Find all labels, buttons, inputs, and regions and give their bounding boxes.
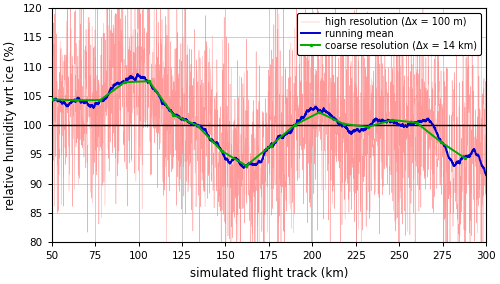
running mean <box>132 77 138 81</box>
coarse resolution (Δx = 14 km) <box>414 121 420 124</box>
X-axis label: simulated flight track (km): simulated flight track (km) <box>190 267 348 280</box>
coarse resolution (Δx = 14 km) <box>340 122 346 126</box>
coarse resolution (Δx = 14 km) <box>292 123 298 127</box>
high resolution (Δx = 100 m) <box>272 66 278 70</box>
coarse resolution (Δx = 14 km) <box>365 125 371 129</box>
high resolution (Δx = 100 m) <box>65 107 71 111</box>
high resolution (Δx = 100 m) <box>483 196 489 199</box>
coarse resolution (Δx = 14 km) <box>170 113 176 116</box>
coarse resolution (Δx = 14 km) <box>73 99 79 102</box>
coarse resolution (Δx = 14 km) <box>219 149 225 153</box>
coarse resolution (Δx = 14 km) <box>98 98 103 102</box>
Y-axis label: relative humidity wrt ice (%): relative humidity wrt ice (%) <box>4 41 17 210</box>
coarse resolution (Δx = 14 km) <box>194 124 200 128</box>
coarse resolution (Δx = 14 km) <box>438 140 444 144</box>
running mean <box>272 141 278 145</box>
high resolution (Δx = 100 m) <box>48 90 54 93</box>
running mean <box>134 75 140 78</box>
running mean <box>90 104 96 107</box>
Line: coarse resolution (Δx = 14 km): coarse resolution (Δx = 14 km) <box>50 80 467 167</box>
coarse resolution (Δx = 14 km) <box>48 98 54 101</box>
coarse resolution (Δx = 14 km) <box>268 144 274 147</box>
coarse resolution (Δx = 14 km) <box>146 80 152 83</box>
running mean <box>134 72 140 76</box>
running mean <box>176 115 182 118</box>
running mean <box>65 105 71 108</box>
Legend: high resolution (Δx = 100 m), running mean, coarse resolution (Δx = 14 km): high resolution (Δx = 100 m), running me… <box>297 13 481 55</box>
coarse resolution (Δx = 14 km) <box>389 118 395 122</box>
high resolution (Δx = 100 m) <box>134 105 140 108</box>
Line: high resolution (Δx = 100 m): high resolution (Δx = 100 m) <box>52 0 486 284</box>
high resolution (Δx = 100 m) <box>90 145 96 148</box>
coarse resolution (Δx = 14 km) <box>316 111 322 114</box>
running mean <box>483 174 489 177</box>
running mean <box>48 98 54 101</box>
coarse resolution (Δx = 14 km) <box>243 164 249 167</box>
high resolution (Δx = 100 m) <box>132 39 138 43</box>
Line: running mean: running mean <box>52 74 486 175</box>
coarse resolution (Δx = 14 km) <box>122 81 128 84</box>
coarse resolution (Δx = 14 km) <box>462 156 468 160</box>
high resolution (Δx = 100 m) <box>176 159 182 162</box>
